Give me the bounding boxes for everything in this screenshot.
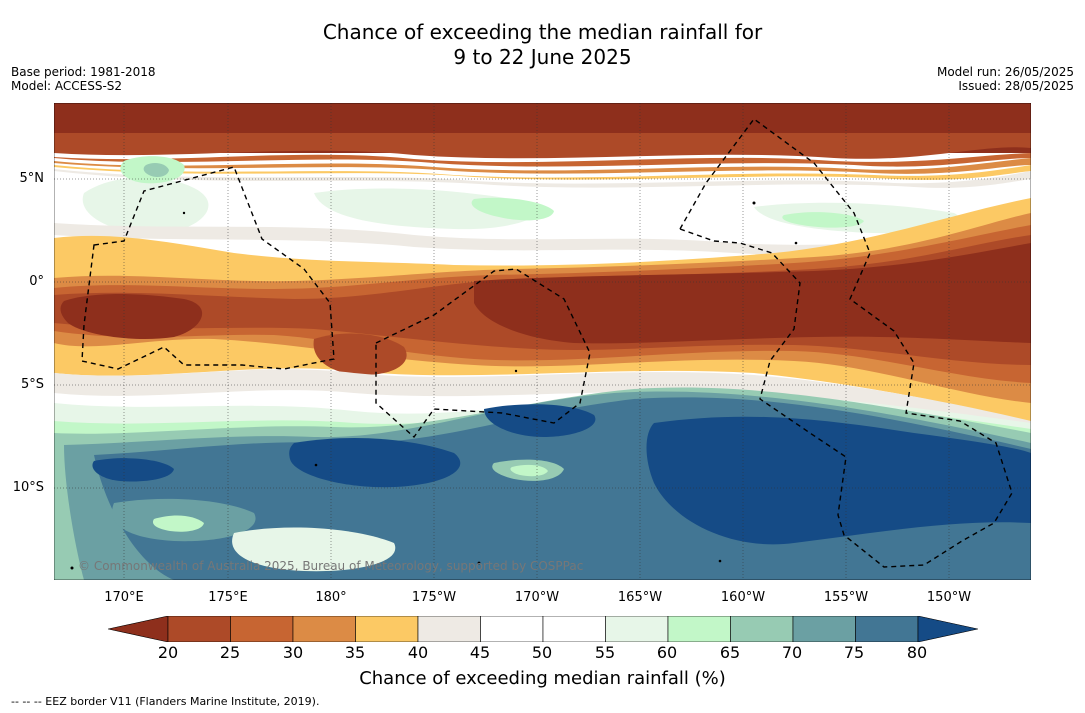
south-green-patch (510, 464, 548, 477)
issued-date: Issued: 28/05/2025 (958, 79, 1074, 93)
colorbar-extension-low (108, 616, 169, 642)
lon-label-170w: 170°W (514, 590, 560, 605)
lon-label-170e: 170°E (104, 590, 144, 605)
colorbar-tick: 80 (906, 643, 928, 662)
meta-left: Base period: 1981-2018 Model: ACCESS-S2 (11, 65, 156, 93)
colorbar-tick: 70 (781, 643, 803, 662)
title-line-1: Chance of exceeding the median rainfall … (322, 20, 763, 44)
colorbar-segment (167, 616, 231, 642)
north-band-edge-3 (54, 158, 1031, 174)
eez-borders (81, 118, 1013, 568)
green-patch-nw-core (143, 162, 169, 178)
model-name: Model: ACCESS-S2 (11, 79, 123, 93)
islands (70, 201, 798, 570)
meta-right: Model run: 26/05/2025 Issued: 28/05/2025 (937, 65, 1074, 93)
colorbar-tick: 60 (656, 643, 678, 662)
lat-label-5s: 5°S (20, 377, 44, 392)
green-patch-east-inner (782, 212, 864, 228)
title-line-2: 9 to 22 June 2025 (453, 45, 632, 69)
lat-label-0: 0° (29, 274, 44, 289)
colorbar-tick: 30 (282, 643, 304, 662)
colorbar-segment (480, 616, 544, 642)
lon-label-155w: 155°W (823, 590, 869, 605)
north-band-edge-2 (54, 153, 1031, 167)
colorbar-tick: 50 (531, 643, 553, 662)
south-lower-green-patch (152, 515, 204, 532)
lat-label-5n: 5°N (19, 171, 45, 186)
colorbar-extension-high (917, 616, 978, 642)
colorbar-segment (730, 616, 794, 642)
colorbar-title: Chance of exceeding median rainfall (%) (359, 668, 726, 689)
lon-label-175w: 175°W (411, 590, 457, 605)
grey-stripe-north (54, 223, 1031, 256)
colorbar-segment (542, 616, 606, 642)
dry-patch-west (60, 294, 203, 340)
dry-patch-mid (313, 333, 407, 375)
lon-label-180: 180° (315, 590, 347, 605)
south-dark-blue-west (289, 438, 461, 488)
equatorial-core (474, 243, 1031, 344)
colorbar-segment (667, 616, 731, 642)
lon-label-165w: 165°W (617, 590, 663, 605)
colorbar-tick: 55 (594, 643, 616, 662)
north-band-edge-1 (54, 133, 1031, 159)
colorbar (108, 616, 978, 642)
colorbar-segment (355, 616, 419, 642)
south-dark-blue-small (92, 458, 174, 482)
lon-label-150w: 150°W (926, 590, 972, 605)
colorbar-segment (792, 616, 856, 642)
gridlines (54, 103, 1031, 580)
colorbar-tick: 25 (219, 643, 241, 662)
south-lower-light-patch (232, 527, 396, 572)
colorbar-segment (230, 616, 294, 642)
lon-label-160w: 160°W (720, 590, 766, 605)
lat-label-10s: 10°S (12, 480, 44, 495)
colorbar-tick: 40 (407, 643, 429, 662)
colorbar-tick: 35 (344, 643, 366, 662)
rainfall-map (54, 103, 1031, 580)
model-run: Model run: 26/05/2025 (936, 65, 1074, 79)
copyright-notice: © Commonwealth of Australia 2025, Bureau… (78, 559, 584, 573)
colorbar-tick: 20 (157, 643, 179, 662)
north-grey-band (54, 169, 1031, 188)
green-patch-nw (82, 177, 209, 234)
colorbar-tick: 65 (719, 643, 741, 662)
green-patch-center-inner (471, 197, 554, 221)
colorbar-segment (292, 616, 356, 642)
colorbar-tick: 45 (469, 643, 491, 662)
colorbar-segment (855, 616, 919, 642)
colorbar-tick: 75 (843, 643, 865, 662)
lon-label-175e: 175°E (208, 590, 248, 605)
south-dark-blue-east (646, 416, 1031, 545)
north-band-edge-4 (54, 165, 1031, 180)
base-period: Base period: 1981-2018 (11, 65, 156, 79)
colorbar-segment (417, 616, 481, 642)
eez-footnote: -- -- -- EEZ border V11 (Flanders Marine… (11, 695, 320, 708)
map-title: Chance of exceeding the median rainfall … (0, 20, 1085, 70)
colorbar-segment (605, 616, 669, 642)
